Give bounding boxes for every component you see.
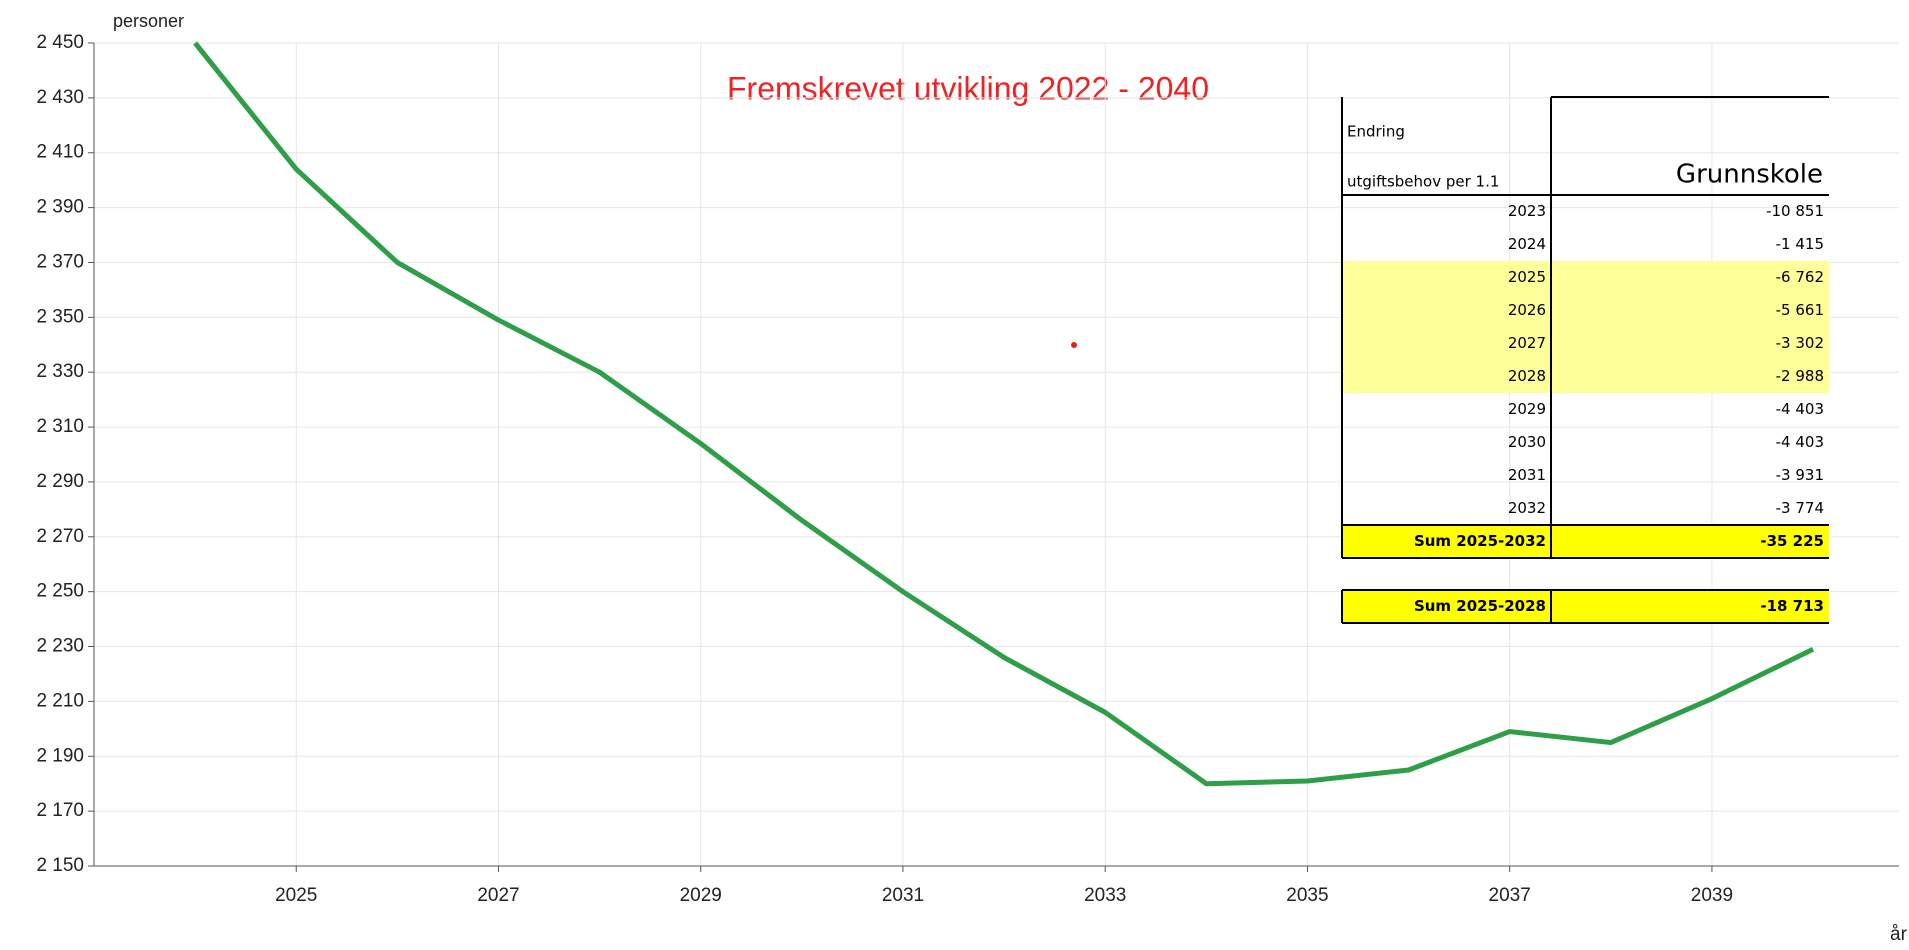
table-value: -3 774 xyxy=(1776,499,1824,517)
sum-row xyxy=(1342,525,1829,558)
table-year: 2030 xyxy=(1508,433,1546,451)
table-value: -10 851 xyxy=(1766,202,1824,220)
table-value: -4 403 xyxy=(1776,433,1824,451)
table-year: 2026 xyxy=(1508,301,1546,319)
table-header: Grunnskole xyxy=(1676,160,1823,190)
y-tick-label: 2 350 xyxy=(36,306,84,327)
table-year: 2023 xyxy=(1508,202,1546,220)
y-tick-label: 2 230 xyxy=(36,636,84,657)
row-highlight xyxy=(1342,294,1829,327)
row-highlight xyxy=(1342,360,1829,393)
y-tick-label: 2 150 xyxy=(36,855,84,876)
chart-title: Fremskrevet utvikling 2022 - 2040 xyxy=(727,70,1209,106)
y-tick-label: 2 170 xyxy=(36,800,84,821)
y-tick-label: 2 390 xyxy=(36,197,84,218)
x-tick-label: 2025 xyxy=(275,885,317,906)
table-year: 2027 xyxy=(1508,334,1546,352)
row-highlight xyxy=(1342,327,1829,360)
table-year: 2032 xyxy=(1508,499,1546,517)
table-value: -1 415 xyxy=(1776,235,1824,253)
x-tick-label: 2033 xyxy=(1084,885,1126,906)
table-header: Endring xyxy=(1347,123,1405,141)
y-axis-label: personer xyxy=(113,11,184,31)
y-tick-label: 2 370 xyxy=(36,251,84,272)
y-tick-label: 2 250 xyxy=(36,581,84,602)
table-value: -2 988 xyxy=(1776,367,1824,385)
table-year: 2029 xyxy=(1508,400,1546,418)
sum-label: Sum 2025-2028 xyxy=(1414,597,1546,615)
data-line xyxy=(193,41,1815,787)
table-value: -3 931 xyxy=(1776,466,1824,484)
table-year: 2031 xyxy=(1508,466,1546,484)
y-tick-label: 2 310 xyxy=(36,416,84,437)
y-tick-label: 2 210 xyxy=(36,690,84,711)
row-highlight xyxy=(1342,261,1829,294)
y-tick-label: 2 330 xyxy=(36,361,84,382)
table-year: 2025 xyxy=(1508,268,1546,286)
table-value: -3 302 xyxy=(1776,334,1824,352)
sum-value: -35 225 xyxy=(1760,532,1824,550)
y-tick-label: 2 270 xyxy=(36,526,84,547)
y-tick-label: 2 190 xyxy=(36,745,84,766)
x-axis-label: år xyxy=(1890,924,1908,945)
sum-row xyxy=(1342,590,1829,623)
sum-label: Sum 2025-2032 xyxy=(1414,532,1546,550)
table-value: -4 403 xyxy=(1776,400,1824,418)
table-year: 2024 xyxy=(1508,235,1546,253)
table-value: -5 661 xyxy=(1776,301,1824,319)
table-value: -6 762 xyxy=(1776,268,1824,286)
stray-dot xyxy=(1071,342,1077,348)
y-tick-label: 2 290 xyxy=(36,471,84,492)
table-year: 2028 xyxy=(1508,367,1546,385)
x-tick-label: 2039 xyxy=(1691,885,1733,906)
x-tick-label: 2027 xyxy=(477,885,519,906)
x-tick-label: 2031 xyxy=(882,885,924,906)
y-tick-label: 2 410 xyxy=(36,142,84,163)
table-header: utgiftsbehov per 1.1 xyxy=(1347,173,1499,191)
y-tick-label: 2 450 xyxy=(36,32,84,53)
x-tick-label: 2035 xyxy=(1286,885,1328,906)
x-tick-label: 2029 xyxy=(680,885,722,906)
sum-value: -18 713 xyxy=(1760,597,1824,615)
y-tick-label: 2 430 xyxy=(36,87,84,108)
x-tick-label: 2037 xyxy=(1489,885,1531,906)
